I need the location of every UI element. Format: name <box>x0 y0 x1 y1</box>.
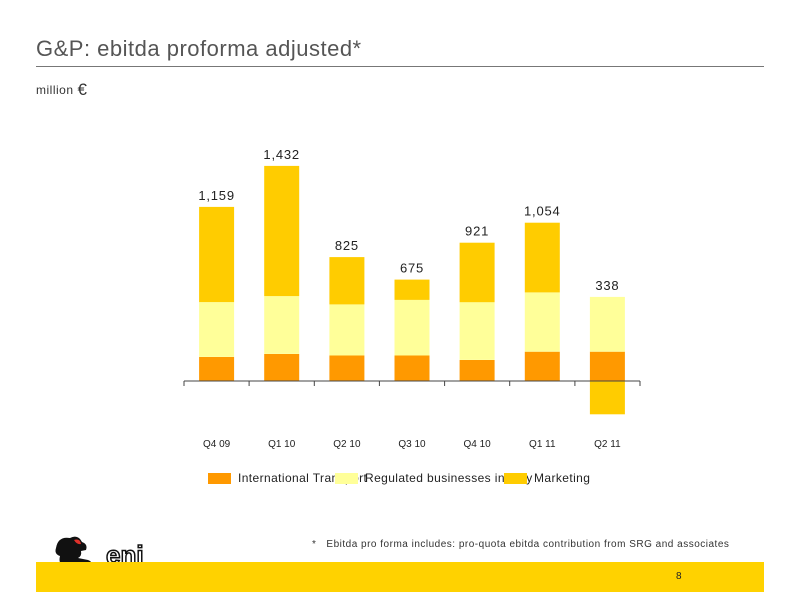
legend-swatch <box>335 473 358 484</box>
footnote-marker: * <box>312 539 317 550</box>
bar-segment-international-transport <box>329 355 365 381</box>
total-label: 1,432 <box>263 147 300 162</box>
category-label: Q2 11 <box>594 439 621 450</box>
currency-symbol: € <box>77 80 88 99</box>
bar-segment-international-transport <box>524 351 560 381</box>
bar-segment-regulated <box>199 302 235 357</box>
legend-label: International Transport <box>238 471 368 485</box>
bar-segment-marketing <box>459 242 495 303</box>
category-label: Q4 10 <box>463 439 491 450</box>
title-divider <box>36 66 764 67</box>
total-label: 825 <box>335 238 359 253</box>
bar-segment-marketing <box>264 165 300 297</box>
bar-segment-regulated <box>394 299 430 356</box>
bar-segment-marketing <box>589 381 625 415</box>
bar-segment-international-transport <box>394 355 430 381</box>
category-label: Q1 11 <box>529 439 556 450</box>
legend-label: Regulated businesses in Italy <box>365 471 533 485</box>
category-label: Q1 10 <box>268 439 296 450</box>
category-label: Q2 10 <box>333 439 361 450</box>
unit-label: million € <box>36 80 87 100</box>
page-title: G&P: ebitda proforma adjusted* <box>36 36 362 61</box>
bar-segment-marketing <box>394 279 430 300</box>
bar-segment-regulated <box>264 296 300 354</box>
unit-text: million <box>36 83 74 97</box>
category-label: Q3 10 <box>398 439 426 450</box>
bar-segment-regulated <box>459 302 495 360</box>
footnote: * Ebitda pro forma includes: pro-quota eb… <box>312 539 729 550</box>
total-label: 1,054 <box>524 204 561 219</box>
bar-segment-regulated <box>589 296 625 352</box>
total-label: 338 <box>595 278 619 293</box>
bar-segment-international-transport <box>264 354 300 381</box>
bar-segment-marketing <box>524 222 560 293</box>
total-label: 675 <box>400 261 424 276</box>
bar-segment-regulated <box>329 304 365 356</box>
bar-segment-marketing <box>199 206 235 303</box>
bar-segment-marketing <box>329 257 365 305</box>
footnote-text: Ebitda pro forma includes: pro-quota ebi… <box>326 539 730 550</box>
legend-swatch <box>504 473 527 484</box>
page-number: 8 <box>676 571 682 582</box>
footer-band <box>36 562 764 592</box>
bar-segment-international-transport <box>199 357 235 381</box>
total-label: 921 <box>465 224 489 239</box>
legend-swatch <box>208 473 231 484</box>
bar-segment-regulated <box>524 292 560 352</box>
bar-segment-international-transport <box>589 351 625 381</box>
bar-segment-international-transport <box>459 360 495 381</box>
category-label: Q4 09 <box>203 439 231 450</box>
total-label: 1,159 <box>198 188 235 203</box>
legend-label: Marketing <box>534 471 591 485</box>
